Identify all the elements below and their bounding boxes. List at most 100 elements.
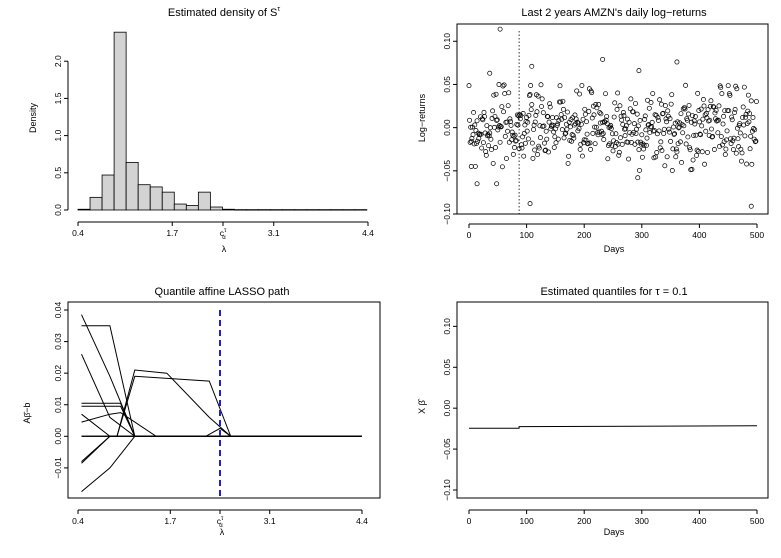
- return-point: [611, 149, 615, 153]
- return-point: [736, 144, 740, 148]
- return-point: [618, 104, 622, 108]
- p3-x-tick-label: 3.1: [264, 516, 276, 526]
- return-point: [616, 91, 620, 95]
- return-point: [568, 125, 572, 129]
- return-point: [584, 120, 588, 124]
- p4-plot-box: [457, 302, 768, 498]
- return-point: [745, 162, 749, 166]
- p4-x-label: Days: [604, 527, 625, 537]
- return-point: [681, 131, 685, 135]
- p1-x-tick-label-sup: τ: [224, 228, 227, 234]
- histogram-bar: [90, 197, 102, 210]
- return-point: [495, 182, 499, 186]
- return-point: [489, 147, 493, 151]
- return-point: [541, 111, 545, 115]
- return-point: [670, 93, 674, 97]
- return-point: [662, 131, 666, 135]
- return-point: [580, 83, 584, 87]
- return-point: [598, 111, 602, 115]
- return-point: [613, 101, 617, 105]
- return-point: [583, 107, 587, 111]
- p4-x-tick-label: 200: [577, 516, 591, 526]
- return-point: [556, 137, 560, 141]
- return-point: [540, 97, 544, 101]
- return-point: [674, 155, 678, 159]
- return-point: [724, 147, 728, 151]
- return-point: [602, 137, 606, 141]
- histogram-bar: [234, 210, 246, 211]
- return-point: [717, 104, 721, 108]
- return-point: [480, 146, 484, 150]
- p3-y-label-hat: β̂: [23, 411, 32, 418]
- return-point: [751, 115, 755, 119]
- return-point: [583, 112, 587, 116]
- p3-x-tick-label-sub: α: [219, 523, 223, 529]
- return-point: [683, 83, 687, 87]
- path-line: [82, 326, 363, 437]
- return-point: [489, 137, 493, 141]
- figure: Estimated density of Sτ Density λ 0.4 1.7…: [0, 0, 781, 558]
- p4-y-tick-label: −0.10: [442, 479, 452, 501]
- p1-y-tick-label: 0.0: [53, 204, 63, 216]
- p3-axes: 0.4 1.7 cτ α 3.1 4.4 −0.01 0.00 0.01 0.02 0.03 0.04: [53, 301, 368, 529]
- p4-axes: 0 100 200 300 400 500−0.10−0.050.000.050.10: [442, 318, 764, 526]
- return-point: [749, 204, 753, 208]
- return-point: [507, 140, 511, 144]
- p1-x-tick-label: cτ α: [220, 228, 227, 241]
- return-point: [716, 131, 720, 135]
- p4-x-tick-label: 300: [635, 516, 649, 526]
- return-point: [721, 122, 725, 126]
- return-point: [632, 122, 636, 126]
- return-point: [469, 164, 473, 168]
- return-point: [687, 103, 691, 107]
- p2-y-label: Log−returns: [417, 93, 427, 142]
- return-point: [694, 153, 698, 157]
- return-point: [612, 115, 616, 119]
- p4-x-tick-label: 500: [750, 516, 764, 526]
- histogram-bar: [102, 175, 114, 210]
- return-point: [585, 132, 589, 136]
- return-point: [577, 92, 581, 96]
- return-point: [497, 82, 501, 86]
- return-point: [593, 142, 597, 146]
- return-point: [645, 136, 649, 140]
- return-point: [735, 87, 739, 91]
- density-histogram-panel: Estimated density of Sτ Density λ 0.4 1.7…: [28, 6, 374, 254]
- quantile-line: [469, 426, 757, 428]
- return-point: [615, 107, 619, 111]
- p1-x-tick-label-sub: α: [222, 235, 226, 241]
- return-point: [470, 136, 474, 140]
- path-line: [82, 315, 363, 437]
- return-point: [501, 110, 505, 114]
- return-point: [500, 165, 504, 169]
- path-line: [82, 413, 363, 437]
- return-point: [736, 137, 740, 141]
- p3-x-tick-label: 4.4: [356, 516, 368, 526]
- p1-y-tick-label: 1.0: [53, 129, 63, 141]
- path-line: [82, 436, 363, 461]
- return-point: [647, 106, 651, 110]
- return-point: [623, 134, 627, 138]
- return-point: [530, 64, 534, 68]
- return-point: [746, 93, 750, 97]
- p2-x-tick-label: 400: [692, 230, 706, 240]
- return-point: [669, 139, 673, 143]
- return-point: [663, 164, 667, 168]
- return-point: [640, 133, 644, 137]
- return-point: [505, 129, 509, 133]
- return-point: [467, 83, 471, 87]
- return-point: [675, 60, 679, 64]
- return-point: [501, 84, 505, 88]
- return-point: [690, 114, 694, 118]
- p3-x-tick-label: 1.7: [164, 516, 176, 526]
- return-point: [509, 123, 513, 127]
- histogram-bar: [78, 209, 90, 210]
- return-point: [701, 97, 705, 101]
- return-point: [474, 128, 478, 132]
- return-point: [655, 150, 659, 154]
- histogram-bar: [271, 210, 283, 211]
- return-point: [709, 127, 713, 131]
- return-point: [637, 168, 641, 172]
- p4-y-tick-label: −0.05: [442, 438, 452, 460]
- return-point: [618, 136, 622, 140]
